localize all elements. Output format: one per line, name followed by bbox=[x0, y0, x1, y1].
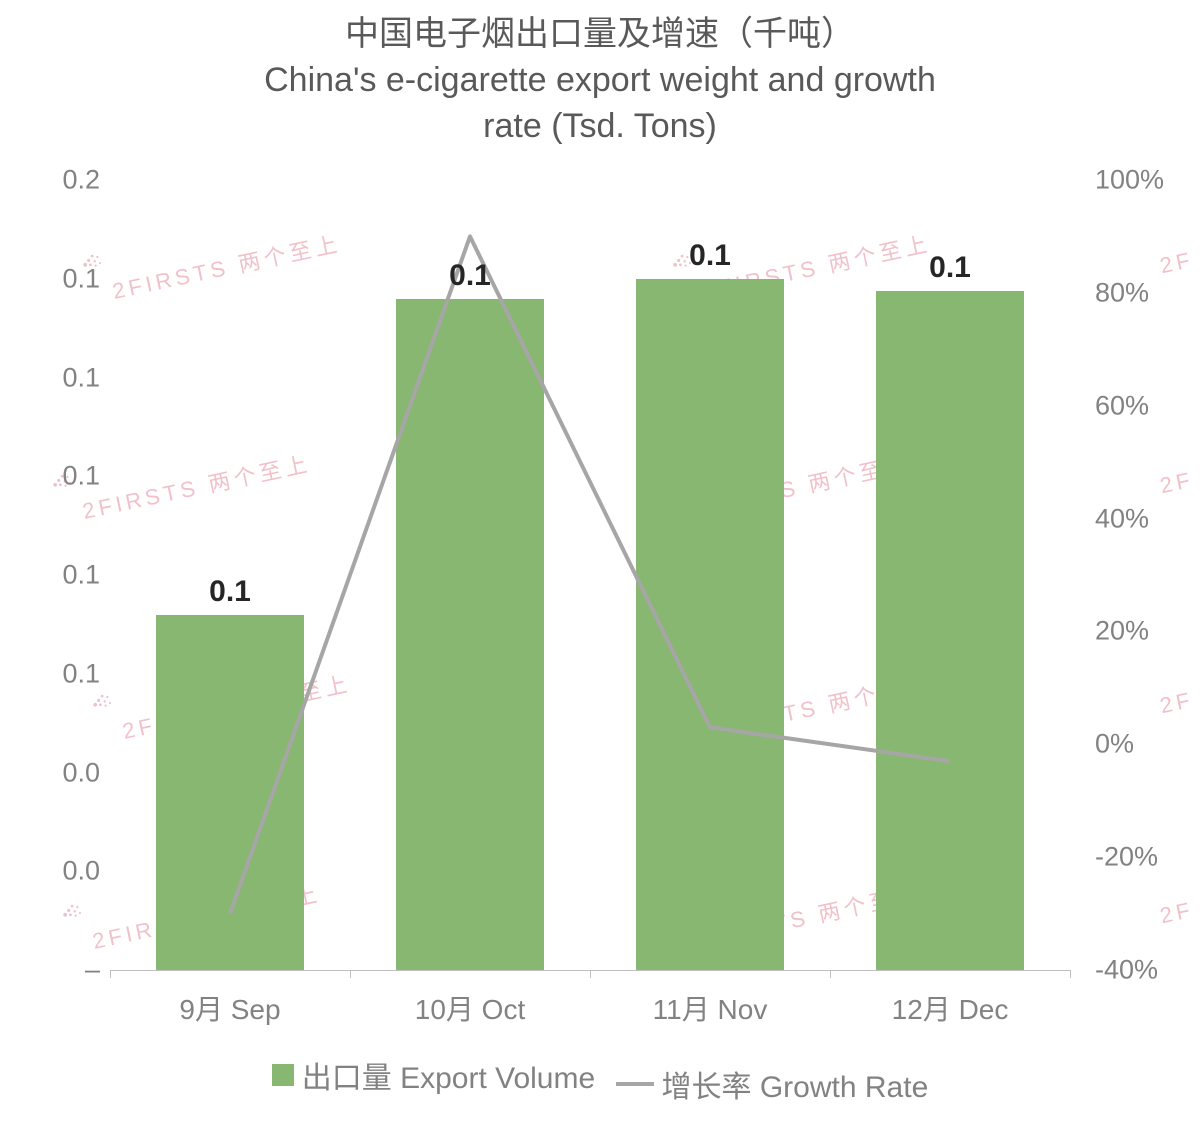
x-tick-mark bbox=[590, 970, 591, 978]
legend: 出口量 Export Volume 增长率 Growth Rate bbox=[0, 1053, 1200, 1106]
bar-value-label: 0.1 bbox=[929, 251, 971, 285]
x-tick-label: 12月 Dec bbox=[892, 988, 1009, 1028]
bar-value-label: 0.1 bbox=[209, 575, 251, 609]
y-left-tick-label: – bbox=[10, 955, 100, 986]
bar bbox=[396, 299, 545, 971]
x-tick-label: 9月 Sep bbox=[179, 988, 280, 1028]
bar bbox=[636, 279, 785, 970]
y-left-tick-label: 0.1 bbox=[10, 461, 100, 492]
x-tick-mark bbox=[830, 970, 831, 978]
y-left-tick-label: 0.1 bbox=[10, 362, 100, 393]
watermark-text-edge: 2F bbox=[1158, 897, 1196, 929]
legend-line-icon bbox=[616, 1082, 654, 1086]
bar bbox=[156, 615, 305, 971]
y-left-tick-label: 0.0 bbox=[10, 856, 100, 887]
x-tick-label: 10月 Oct bbox=[415, 988, 525, 1028]
y-right-tick-label: -40% bbox=[1095, 955, 1158, 986]
watermark-text-edge: 2F bbox=[1158, 247, 1196, 279]
x-tick-mark bbox=[1070, 970, 1071, 978]
chart-title: 中国电子烟出口量及增速（千吨） China's e-cigarette expo… bbox=[0, 12, 1200, 150]
x-tick-mark bbox=[110, 970, 111, 978]
x-tick-mark bbox=[350, 970, 351, 978]
legend-swatch-icon bbox=[272, 1064, 294, 1086]
y-left-tick-label: 0.2 bbox=[10, 165, 100, 196]
y-left-tick-label: 0.0 bbox=[10, 757, 100, 788]
watermark-text-edge: 2F bbox=[1158, 687, 1196, 719]
y-left-tick-label: 0.1 bbox=[10, 263, 100, 294]
legend-item-bar: 出口量 Export Volume bbox=[272, 1053, 595, 1097]
title-line-2: China's e-cigarette export weight and gr… bbox=[0, 58, 1200, 104]
y-right-tick-label: 0% bbox=[1095, 729, 1134, 760]
watermark-text-edge: 2F bbox=[1158, 467, 1196, 499]
y-right-tick-label: 40% bbox=[1095, 503, 1149, 534]
y-left-tick-label: 0.1 bbox=[10, 560, 100, 591]
bar-value-label: 0.1 bbox=[449, 259, 491, 293]
legend-label-bar: 出口量 Export Volume bbox=[302, 1053, 595, 1097]
bar bbox=[876, 291, 1025, 970]
watermark-dots-icon bbox=[60, 894, 86, 920]
legend-item-line: 增长率 Growth Rate bbox=[616, 1062, 929, 1106]
bar-value-label: 0.1 bbox=[689, 239, 731, 273]
chart-container: 中国电子烟出口量及增速（千吨） China's e-cigarette expo… bbox=[0, 0, 1200, 1122]
plot-area: 0.1 0.1 0.1 0.1 bbox=[110, 180, 1070, 970]
y-right-tick-label: 100% bbox=[1095, 165, 1164, 196]
y-right-tick-label: 80% bbox=[1095, 277, 1149, 308]
y-right-tick-label: -20% bbox=[1095, 842, 1158, 873]
y-right-tick-label: 60% bbox=[1095, 390, 1149, 421]
title-line-1: 中国电子烟出口量及增速（千吨） bbox=[0, 12, 1200, 58]
y-right-tick-label: 20% bbox=[1095, 616, 1149, 647]
x-tick-label: 11月 Nov bbox=[653, 988, 768, 1028]
y-left-tick-label: 0.1 bbox=[10, 658, 100, 689]
legend-label-line: 增长率 Growth Rate bbox=[662, 1062, 929, 1106]
title-line-3: rate (Tsd. Tons) bbox=[0, 104, 1200, 150]
